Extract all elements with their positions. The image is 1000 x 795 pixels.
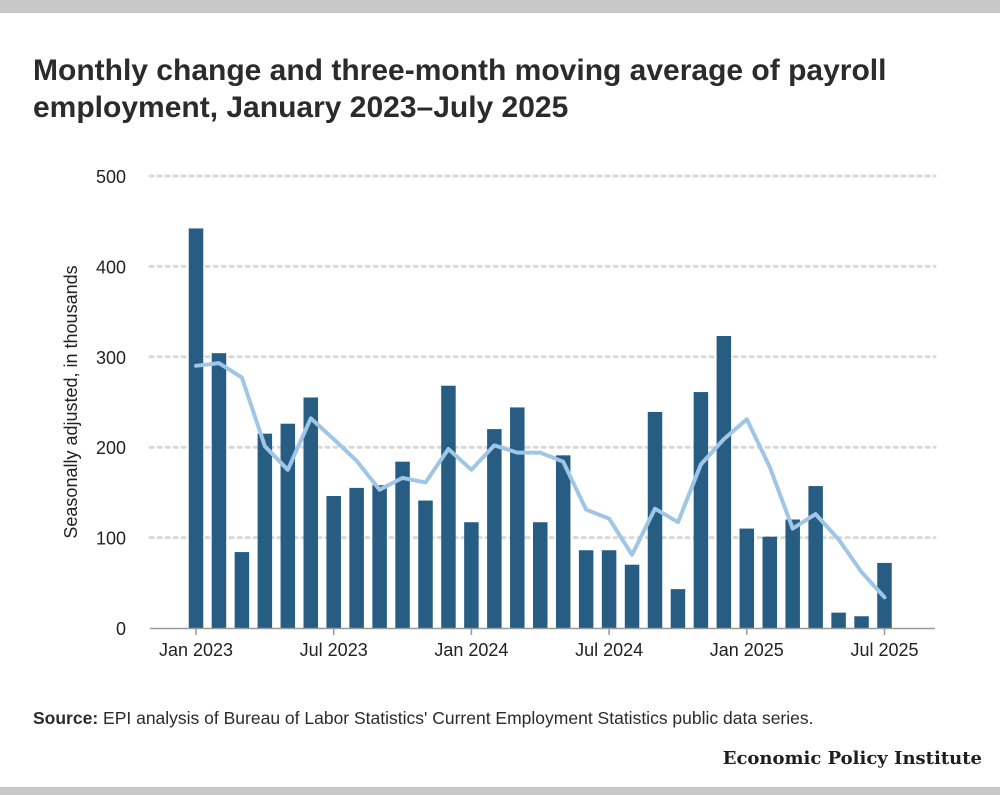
bar bbox=[303, 397, 318, 628]
bar bbox=[693, 392, 709, 628]
y-tick-label: 0 bbox=[116, 619, 126, 639]
bar bbox=[418, 500, 433, 628]
y-axis-label: Seasonally adjusted, in thousands bbox=[61, 265, 81, 538]
bar bbox=[349, 487, 364, 628]
bar bbox=[739, 528, 755, 628]
bar bbox=[578, 550, 594, 628]
bar bbox=[441, 385, 456, 628]
bar bbox=[601, 550, 617, 628]
y-tick-labels: 0 100 200 300 400 500 bbox=[96, 167, 126, 639]
bar bbox=[716, 336, 732, 628]
bar bbox=[762, 536, 777, 628]
y-tick-label: 300 bbox=[96, 348, 126, 368]
chart-title: Monthly change and three-month moving av… bbox=[33, 54, 887, 124]
bar bbox=[670, 589, 686, 628]
bar bbox=[234, 552, 250, 628]
x-tick-labels: Jan 2023 Jul 2023 Jan 2024 Jul 2024 Jan 2025… bbox=[159, 628, 919, 660]
x-tick-label: Jan 2024 bbox=[434, 640, 508, 660]
bar bbox=[785, 519, 800, 628]
bar bbox=[280, 423, 296, 628]
bar bbox=[624, 564, 640, 628]
y-tick-label: 400 bbox=[96, 257, 126, 277]
bar bbox=[487, 429, 502, 628]
bar bbox=[533, 522, 548, 628]
source-text: EPI analysis of Bureau of Labor Statisti… bbox=[98, 708, 814, 728]
bar bbox=[372, 485, 387, 628]
x-tick-label: Jan 2023 bbox=[159, 640, 233, 660]
brand-logo: Economic Policy Institute bbox=[722, 748, 982, 769]
moving-average-line bbox=[194, 361, 887, 600]
y-tick-label: 200 bbox=[96, 438, 126, 458]
bar bbox=[647, 411, 663, 628]
x-tick-label: Jul 2025 bbox=[850, 640, 918, 660]
bar bbox=[808, 486, 823, 628]
bar bbox=[211, 353, 227, 628]
bar bbox=[555, 455, 571, 628]
y-tick-label: 500 bbox=[96, 167, 126, 187]
source-note: Source: EPI analysis of Bureau of Labor … bbox=[33, 708, 814, 729]
x-tick-label: Jul 2024 bbox=[575, 640, 643, 660]
bar bbox=[510, 407, 525, 628]
y-tick-label: 100 bbox=[96, 529, 126, 549]
bottom-band bbox=[0, 787, 1000, 795]
bar bbox=[395, 461, 410, 628]
x-tick-label: Jan 2025 bbox=[710, 640, 784, 660]
bar bbox=[188, 228, 204, 628]
top-band bbox=[0, 0, 1000, 13]
bar bbox=[464, 522, 479, 628]
bar-series bbox=[188, 228, 892, 628]
bar bbox=[831, 612, 846, 628]
bar bbox=[854, 616, 869, 628]
x-tick-label: Jul 2023 bbox=[300, 640, 368, 660]
bar bbox=[257, 433, 273, 628]
bar bbox=[326, 496, 341, 628]
source-label: Source: bbox=[33, 708, 99, 728]
